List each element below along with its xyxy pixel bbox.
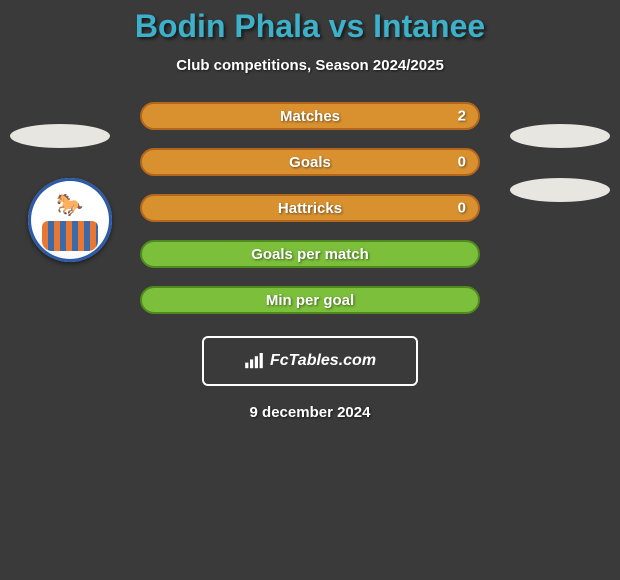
- club-stripes: [42, 221, 98, 251]
- stat-row: Goals per match: [140, 240, 480, 268]
- stat-label: Min per goal: [266, 292, 354, 309]
- stat-row: Goals 0: [140, 148, 480, 176]
- player-oval-right: [510, 178, 610, 202]
- title-text: Bodin Phala vs Intanee: [135, 8, 485, 44]
- brand-box[interactable]: FcTables.com: [202, 336, 418, 386]
- player-oval-left: [10, 124, 110, 148]
- stat-label: Hattricks: [278, 200, 342, 217]
- date-text: 9 december 2024: [0, 404, 620, 421]
- infographic-container: Bodin Phala vs Intanee Club competitions…: [0, 0, 620, 580]
- stat-value-right: 0: [458, 154, 466, 171]
- page-title: Bodin Phala vs Intanee: [0, 0, 620, 45]
- stat-row: Min per goal: [140, 286, 480, 314]
- club-badge: 🐎: [28, 178, 112, 262]
- subtitle: Club competitions, Season 2024/2025: [0, 57, 620, 74]
- bar-chart-icon: [244, 353, 264, 369]
- stat-label: Goals: [289, 154, 331, 171]
- stat-value-right: 2: [458, 108, 466, 125]
- stat-row: Hattricks 0: [140, 194, 480, 222]
- horse-icon: 🐎: [56, 192, 83, 218]
- stat-row: Matches 2: [140, 102, 480, 130]
- stat-value-right: 0: [458, 200, 466, 217]
- stat-label: Goals per match: [251, 246, 369, 263]
- player-oval-right: [510, 124, 610, 148]
- brand-text: FcTables.com: [270, 352, 376, 370]
- stat-label: Matches: [280, 108, 340, 125]
